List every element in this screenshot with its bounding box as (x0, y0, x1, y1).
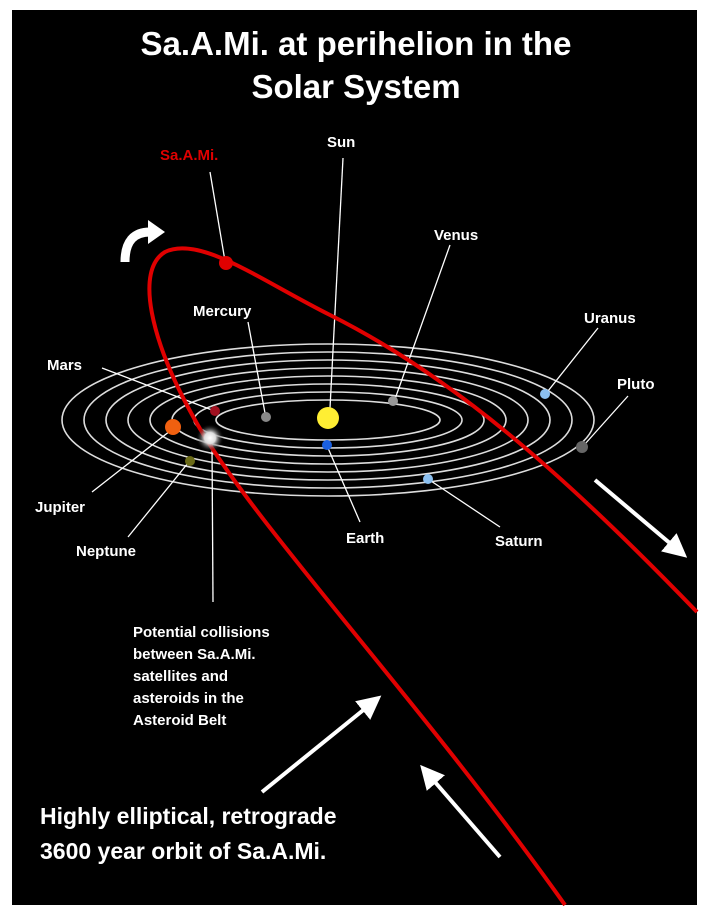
pluto (576, 441, 588, 453)
planet-label: Uranus (584, 310, 636, 327)
planet-label: Neptune (76, 543, 136, 560)
uranus (540, 389, 550, 399)
mars (210, 406, 220, 416)
planet-label: Saturn (495, 533, 543, 550)
planet-label: Mars (47, 357, 82, 374)
page: {"title": ["Sa.A.Mi. at perihelion in th… (0, 0, 701, 908)
collision-glow (196, 424, 224, 452)
diagram: Sa.A.Mi. at perihelion in the Solar Syst… (0, 0, 701, 908)
mercury (261, 412, 271, 422)
sami-label: Sa.A.Mi. (160, 147, 218, 164)
jupiter (165, 419, 181, 435)
caption-line: 3600 year orbit of Sa.A.Mi. (40, 838, 326, 864)
planet-label: Pluto (617, 376, 655, 393)
planet-label: Mercury (193, 303, 252, 320)
planet-label: Sun (327, 134, 355, 151)
planet-label: Jupiter (35, 499, 85, 516)
sun (317, 407, 339, 429)
annotation-line: Potential collisions (133, 624, 270, 641)
annotation-line: Asteroid Belt (133, 712, 226, 729)
planet-label: Earth (346, 530, 384, 547)
annotation-line: asteroids in the (133, 690, 244, 707)
title-line: Solar System (251, 68, 460, 105)
annotation-line: satellites and (133, 668, 228, 685)
neptune (185, 456, 195, 466)
earth (322, 440, 332, 450)
sami-planet (219, 256, 233, 270)
caption-line: Highly elliptical, retrograde (40, 803, 337, 829)
venus (388, 396, 398, 406)
planet-label: Venus (434, 227, 478, 244)
annotation-line: between Sa.A.Mi. (133, 646, 256, 663)
title-line: Sa.A.Mi. at perihelion in the (141, 25, 572, 62)
saturn (423, 474, 433, 484)
